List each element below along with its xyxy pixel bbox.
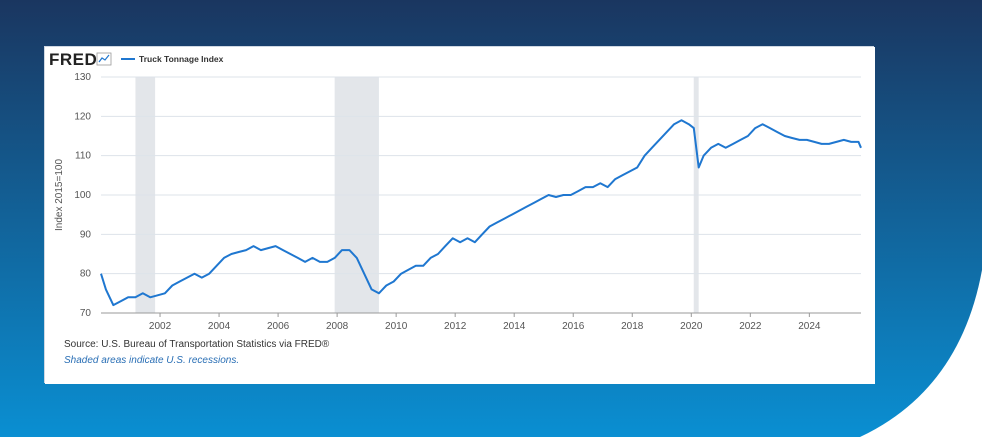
x-tick-label: 2008: [326, 321, 349, 332]
x-tick-label: 2022: [739, 321, 762, 332]
y-tick-label: 80: [80, 269, 92, 280]
fred-logo: FRED: [49, 50, 97, 69]
x-tick-label: 2016: [562, 321, 585, 332]
x-axis: 2002 2004 2006 2008 2010 2012 2014 2016 2018 2020…: [101, 312, 861, 332]
y-tick-label: 110: [75, 151, 91, 162]
x-tick-label: 2018: [621, 321, 644, 332]
y-axis: 70 80 90 100 110 120 130: [74, 72, 91, 319]
x-tick-label: 2020: [680, 321, 703, 332]
x-tick-label: 2004: [208, 321, 231, 332]
chart-svg: FRED Truck Tonnage Index 70 80 90 100 110 120…: [45, 47, 875, 384]
chart-line-icon: [96, 52, 112, 66]
y-axis-label: Index 2015=100: [54, 159, 65, 231]
series-line: [100, 119, 862, 307]
series-layer: [100, 119, 862, 307]
y-tick-label: 70: [80, 308, 92, 319]
y-tick-label: 130: [74, 72, 91, 83]
x-tick-label: 2024: [798, 321, 821, 332]
x-tick-label: 2002: [149, 321, 172, 332]
legend-label: Truck Tonnage Index: [139, 54, 224, 64]
source-note: Source: U.S. Bureau of Transportation St…: [64, 339, 330, 350]
x-tick-label: 2014: [503, 321, 526, 332]
recession-note: Shaded areas indicate U.S. recessions.: [64, 355, 240, 366]
x-tick-label: 2006: [267, 321, 290, 332]
y-tick-label: 90: [80, 229, 92, 240]
x-tick-label: 2010: [385, 321, 408, 332]
x-tick-label: 2012: [444, 321, 467, 332]
y-tick-label: 120: [74, 111, 91, 122]
y-tick-label: 100: [74, 190, 91, 201]
chart-card: FRED Truck Tonnage Index 70 80 90 100 110 120…: [44, 46, 875, 384]
